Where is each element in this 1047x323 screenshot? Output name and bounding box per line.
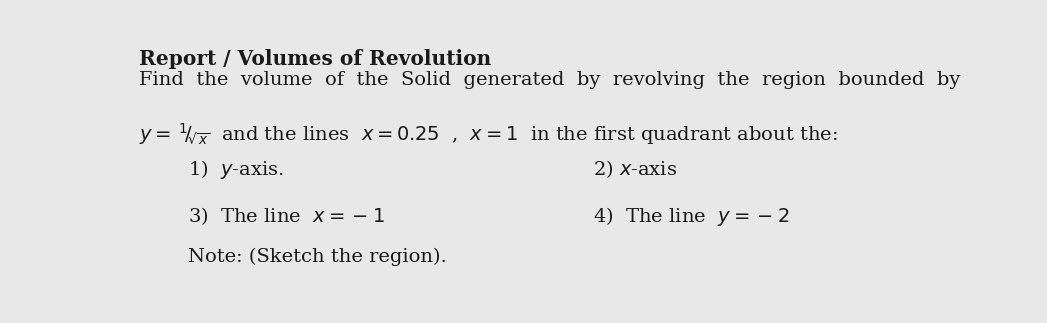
Text: Find  the  volume  of  the  Solid  generated  by  revolving  the  region  bounde: Find the volume of the Solid generated b… [139, 71, 960, 89]
Text: Report / Volumes of Revolution: Report / Volumes of Revolution [139, 49, 491, 69]
Text: 2) $x$-axis: 2) $x$-axis [594, 158, 677, 180]
Text: Note: (Sketch the region).: Note: (Sketch the region). [187, 248, 446, 266]
Text: 4)  The line  $y = -2$: 4) The line $y = -2$ [594, 205, 789, 228]
Text: 3)  The line  $x = -1$: 3) The line $x = -1$ [187, 205, 384, 227]
Text: $y = \,^{1}\!/\!_{\sqrt{x}}$  and the lines  $x = 0.25$  ,  $x = 1$  in the firs: $y = \,^{1}\!/\!_{\sqrt{x}}$ and the lin… [139, 121, 838, 147]
Text: 1)  $y$-axis.: 1) $y$-axis. [187, 158, 284, 181]
